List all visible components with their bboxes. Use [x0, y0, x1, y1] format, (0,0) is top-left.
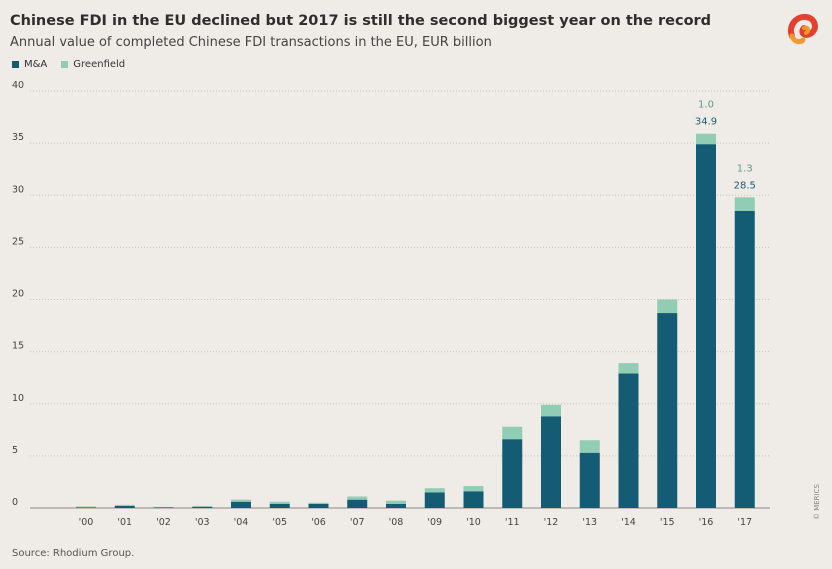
y-tick-label: 20: [12, 289, 24, 300]
grid: [30, 90, 770, 509]
y-tick-label: 40: [12, 80, 24, 91]
bar-greenfield: [618, 363, 639, 374]
bar-greenfield: [579, 440, 600, 453]
bar-ma: [579, 452, 600, 508]
bar-ma: [657, 313, 678, 508]
bar-ma: [76, 507, 96, 508]
y-tick-label: 0: [12, 497, 18, 508]
y-tick-label: 15: [12, 341, 24, 352]
bar-ma: [386, 503, 406, 508]
legend-label-ma: M&A: [24, 59, 48, 70]
bar-greenfield: [463, 486, 484, 492]
bar-greenfield: [347, 496, 368, 500]
bar-greenfield: [308, 502, 329, 504]
x-tick-label: '16: [699, 517, 714, 528]
legend-item-greenfield: Greenfield: [61, 59, 125, 70]
bar-greenfield: [657, 299, 678, 314]
bar-ma: [502, 439, 523, 508]
bar-greenfield: [696, 133, 716, 145]
bar-ma: [192, 506, 213, 508]
x-tick-label: '13: [582, 517, 597, 528]
bar-greenfield: [114, 504, 135, 506]
legend-label-greenfield: Greenfield: [73, 59, 126, 70]
legend: M&A Greenfield: [12, 59, 125, 70]
bar-greenfield: [502, 426, 523, 440]
bar-ma: [424, 492, 445, 508]
bar-ma: [347, 499, 368, 508]
chart-title: Chinese FDI in the EU declined but 2017 …: [10, 13, 712, 29]
x-tick-label: '01: [117, 517, 132, 528]
x-tick-label: '11: [505, 517, 520, 528]
x-tick-label: '08: [389, 517, 404, 528]
bar-ma: [734, 210, 755, 508]
legend-swatch-greenfield: [61, 61, 69, 68]
bar-greenfield: [386, 500, 406, 504]
x-tick-label: '07: [350, 517, 365, 528]
data-label-ma: 28.5: [734, 180, 756, 191]
x-tick-label: '12: [544, 517, 559, 528]
x-tick-label: '17: [737, 517, 752, 528]
credit: © MERICS: [813, 484, 821, 520]
bar-greenfield: [76, 506, 96, 508]
x-tick-label: '04: [234, 517, 249, 528]
data-label-greenfield: 1.3: [737, 163, 753, 174]
bar-greenfield: [734, 197, 755, 211]
y-tick-label: 35: [12, 132, 24, 143]
bar-ma: [269, 503, 290, 508]
merics-logo-icon: [788, 13, 818, 45]
x-tick-label: '15: [660, 517, 675, 528]
bar-ma: [153, 507, 174, 508]
bar-ma: [618, 373, 639, 508]
bar-ma: [541, 416, 561, 508]
bars: [76, 133, 755, 509]
source-note: Source: Rhodium Group.: [12, 548, 135, 559]
y-tick-label: 25: [12, 236, 24, 247]
bar-greenfield: [153, 506, 174, 508]
bar-ma: [463, 491, 484, 508]
y-tick-label: 10: [12, 393, 24, 404]
bar-greenfield: [424, 488, 445, 493]
x-tick-label: '02: [156, 517, 171, 528]
bar-greenfield: [269, 501, 290, 504]
x-tick-label: '14: [621, 517, 636, 528]
x-tick-label: '10: [466, 517, 481, 528]
y-tick-label: 5: [12, 445, 18, 456]
bar-greenfield: [541, 404, 561, 417]
bar-ma: [231, 501, 251, 508]
bar-ma: [114, 505, 135, 508]
x-tick-label: '09: [427, 517, 442, 528]
x-tick-label: '00: [79, 517, 94, 528]
y-tick-label: 30: [12, 184, 24, 195]
bar-ma: [308, 503, 329, 508]
legend-swatch-ma: [12, 61, 19, 68]
x-tick-label: '05: [272, 517, 287, 528]
bar-greenfield: [231, 499, 251, 502]
bar-greenfield: [192, 505, 213, 507]
x-tick-label: '06: [311, 517, 326, 528]
labels: 0 5 10 15 20 25 30 35 40 '00 '01 '02 '03 '04 '05 '06 '07…: [12, 80, 756, 528]
bar-ma: [696, 144, 716, 509]
legend-item-ma: M&A: [12, 59, 47, 70]
data-label-ma: 34.9: [695, 117, 717, 128]
x-tick-label: '03: [195, 517, 210, 528]
data-label-greenfield: 1.0: [698, 100, 714, 111]
chart-subtitle: Annual value of completed Chinese FDI tr…: [10, 35, 492, 50]
